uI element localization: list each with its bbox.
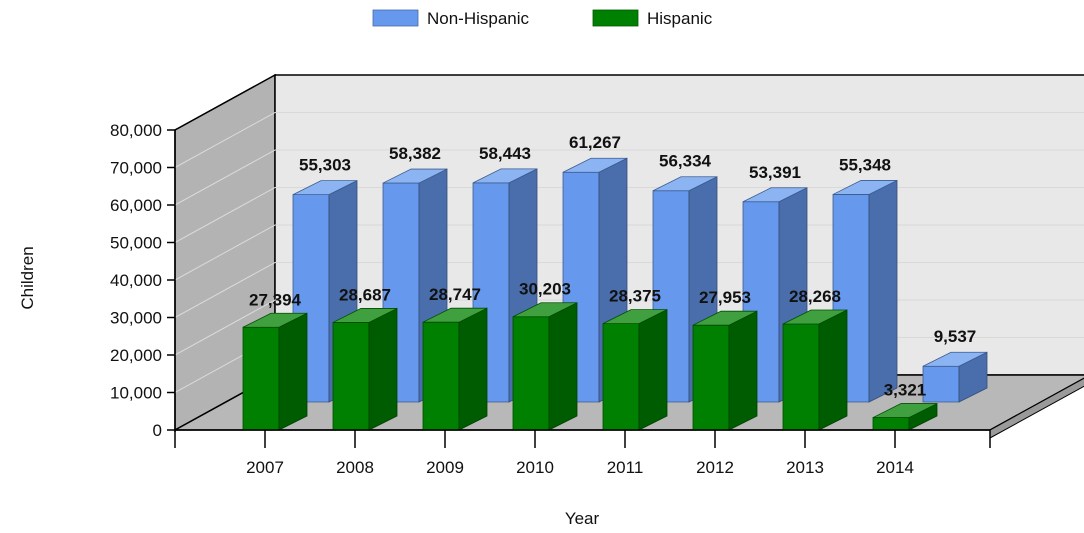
bar-non-hispanic-top <box>652 176 718 192</box>
bar-hispanic-side <box>278 312 308 431</box>
bar-non-hispanic <box>922 351 988 403</box>
bar-hispanic-top <box>602 309 668 324</box>
bar-hispanic-side <box>458 307 488 431</box>
bar-hispanic-top <box>692 310 758 326</box>
gridline <box>174 149 1084 206</box>
x-tick-label: 2007 <box>246 458 284 477</box>
bar-hispanic-side <box>548 302 578 431</box>
bar-hispanic-front <box>422 321 460 431</box>
y-tick-label: 30,000 <box>110 309 162 328</box>
bar-non-hispanic-top <box>292 180 358 196</box>
data-label: 28,268 <box>789 287 841 306</box>
bar-non-hispanic-top <box>922 351 988 367</box>
legend: Non-Hispanic Hispanic <box>372 9 713 28</box>
data-label: 27,953 <box>699 288 751 307</box>
y-tick-label: 60,000 <box>110 196 162 215</box>
data-label: 30,203 <box>519 280 571 299</box>
bar-hispanic-top <box>872 403 938 418</box>
data-label: 9,537 <box>934 327 977 346</box>
data-label: 3,321 <box>884 381 927 400</box>
y-tick-label: 70,000 <box>110 159 162 178</box>
bar-hispanic-front <box>332 322 370 431</box>
x-tick-label: 2012 <box>696 458 734 477</box>
bar-hispanic-top <box>242 312 308 328</box>
x-tick-label: 2009 <box>426 458 464 477</box>
x-tick-label: 2011 <box>607 458 644 477</box>
bar-hispanic-front <box>242 326 280 431</box>
y-tick-label: 80,000 <box>110 121 162 140</box>
legend-label: Non-Hispanic <box>427 9 530 28</box>
bar-hispanic-front <box>692 324 730 431</box>
y-tick-label: 40,000 <box>110 271 162 290</box>
x-axis: 2007 2008 2009 2010 2011 2012 2013 2014 <box>174 429 991 477</box>
bar-hispanic-front <box>512 316 550 431</box>
legend-swatch <box>372 9 419 27</box>
gridline <box>174 299 1084 356</box>
bar-hispanic-top <box>422 307 488 323</box>
gridline <box>174 112 1084 168</box>
x-tick-label: 2010 <box>516 458 554 477</box>
data-label: 28,375 <box>609 287 661 306</box>
data-label: 28,747 <box>429 285 481 304</box>
bar-non-hispanic-top <box>382 168 448 184</box>
bar-hispanic <box>242 312 308 431</box>
bar-hispanic <box>692 310 758 431</box>
bar-non-hispanic-top <box>472 168 538 184</box>
x-axis-title: Year <box>565 509 600 528</box>
data-label: 55,303 <box>299 156 351 175</box>
bar-hispanic-front <box>602 323 640 431</box>
bar-hispanic-side <box>728 310 758 431</box>
bar-hispanic-top <box>512 302 578 318</box>
data-label: 58,443 <box>479 144 531 163</box>
bar-hispanic-side <box>368 307 398 431</box>
y-tick-label: 10,000 <box>110 384 162 403</box>
bar-hispanic <box>512 302 578 431</box>
y-tick-label: 0 <box>153 421 162 440</box>
gridline <box>174 262 1084 318</box>
data-label: 28,687 <box>339 285 391 304</box>
y-tick-label: 20,000 <box>110 346 162 365</box>
bar-hispanic <box>602 308 668 431</box>
data-label: 27,394 <box>249 290 302 309</box>
x-tick-label: 2008 <box>336 458 374 477</box>
data-label: 55,348 <box>839 155 891 174</box>
series-front-bars <box>242 302 938 431</box>
bar-hispanic-top <box>782 309 848 325</box>
data-labels: 55,303 27,394 58,382 28,687 58,443 28,747 61,2… <box>249 133 976 399</box>
legend-label: Hispanic <box>647 9 713 28</box>
data-label: 61,267 <box>569 133 621 152</box>
data-label: 53,391 <box>749 163 801 182</box>
bar-hispanic-front <box>782 323 820 431</box>
y-axis: 0 10,000 20,000 30,000 40,000 50,000 60,000 70,… <box>110 121 176 440</box>
y-axis-title: Children <box>18 246 37 309</box>
bar-hispanic-front <box>872 417 910 431</box>
bar-hispanic <box>422 307 488 431</box>
bar-hispanic-side <box>818 309 848 431</box>
bar-hispanic <box>872 402 938 431</box>
bar-non-hispanic-top <box>562 157 628 173</box>
gridline <box>174 224 1084 281</box>
x-tick-label: 2013 <box>786 458 824 477</box>
bar-non-hispanic-top <box>742 187 808 203</box>
y-tick-label: 50,000 <box>110 234 162 253</box>
gridline <box>174 74 1084 131</box>
gridline <box>174 187 1084 243</box>
bar-non-hispanic-side <box>868 179 898 403</box>
bar-hispanic-side <box>638 308 668 431</box>
bar-non-hispanic-front <box>922 365 960 403</box>
x-tick-label: 2014 <box>876 458 914 477</box>
bar-hispanic <box>332 307 398 431</box>
bar-hispanic <box>782 309 848 431</box>
data-label: 56,334 <box>659 152 712 171</box>
data-label: 58,382 <box>389 144 441 163</box>
bar-non-hispanic-top <box>832 180 898 195</box>
legend-swatch <box>592 9 639 27</box>
bar-hispanic-top <box>332 308 398 323</box>
